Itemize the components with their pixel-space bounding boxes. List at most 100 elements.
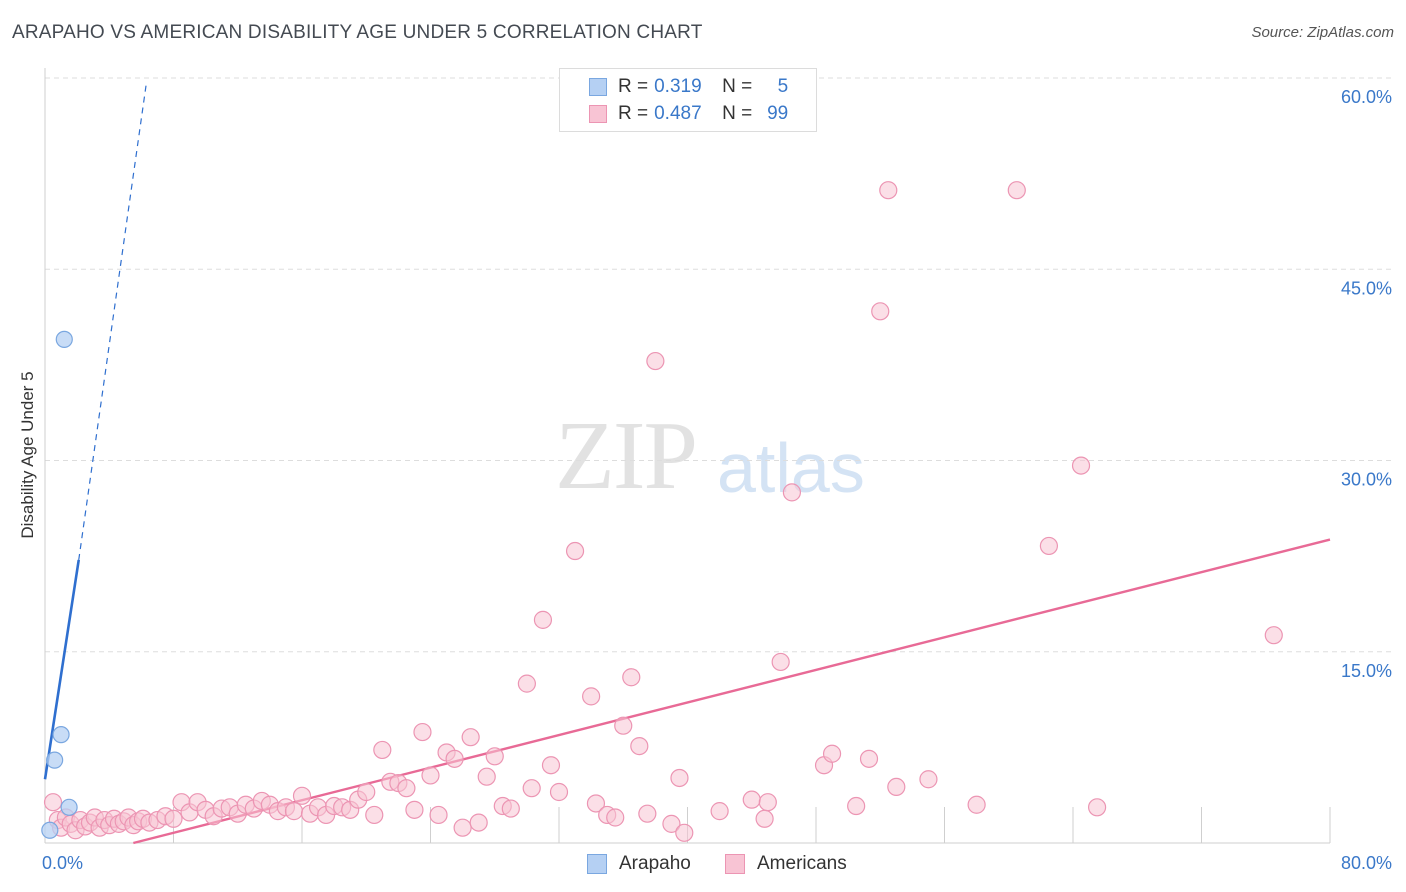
americans-trend-line (133, 538, 1331, 845)
americans-point (771, 652, 790, 672)
americans-point (670, 768, 689, 788)
americans-point (445, 749, 464, 768)
americans-point (1087, 798, 1107, 817)
legend-label-americans: Americans (757, 853, 847, 874)
legend-r-label: R = (618, 103, 649, 124)
y-tick-label: 15.0% (1341, 661, 1392, 681)
americans-point (646, 351, 665, 371)
correlation-legend: R = 0.319 N = 5 R = 0.487 N = 99 (559, 68, 817, 132)
americans-point (453, 818, 472, 837)
americans-point (501, 799, 520, 818)
chart-title: ARAPAHO VS AMERICAN DISABILITY AGE UNDER… (12, 22, 703, 43)
americans-point (859, 749, 879, 768)
americans-point (413, 722, 432, 742)
arapaho-point (55, 330, 73, 348)
arapaho-point (60, 798, 78, 816)
watermark-zip: ZIP (555, 402, 698, 510)
americans-point (522, 779, 541, 798)
arapaho-legend-swatch (587, 854, 607, 874)
trend-lines (43, 84, 1331, 845)
americans-point (622, 668, 641, 687)
americans-point (614, 716, 633, 735)
tick-labels: 15.0% 30.0% 45.0% 60.0% 0.0% 80.0% (42, 87, 1392, 873)
americans-point (879, 181, 898, 200)
americans-point (675, 823, 694, 842)
americans-point (582, 687, 601, 706)
americans-point (758, 793, 777, 812)
grid-lines (45, 77, 1392, 653)
legend-n-label: N = (722, 76, 753, 97)
y-tick-label: 60.0% (1341, 87, 1392, 107)
americans-point (549, 782, 569, 802)
watermark: ZIP atlas (555, 400, 895, 510)
axes (44, 68, 1331, 844)
americans-point (421, 766, 440, 785)
y-tick-label: 45.0% (1341, 278, 1392, 298)
americans-point (397, 779, 416, 798)
legend-r-label: R = (618, 76, 649, 97)
americans-point (164, 809, 183, 828)
americans-point (1007, 181, 1026, 200)
americans-point (469, 813, 488, 832)
americans-point (755, 809, 774, 828)
americans-point (847, 796, 866, 816)
legend-row-arapaho: R = 0.319 N = 5 (560, 73, 788, 101)
americans-point (742, 790, 761, 809)
arapaho-trend-line-extended (78, 84, 147, 561)
legend-n-label: N = (722, 103, 753, 124)
americans-point (292, 786, 312, 805)
americans-point (638, 804, 657, 823)
americans-point (919, 770, 938, 789)
americans-point (533, 610, 553, 629)
legend-n-value: 5 (777, 76, 789, 97)
americans-point (871, 302, 890, 321)
legend-r-value: 0.487 (654, 103, 702, 124)
series-legend: Arapaho Americans (0, 850, 1406, 878)
americans-point (405, 800, 424, 819)
americans-swatch (589, 105, 607, 123)
americans-point (429, 805, 448, 825)
y-tick-label: 30.0% (1341, 470, 1392, 490)
source-label: Source: ZipAtlas.com (1251, 24, 1394, 41)
americans-point (43, 793, 63, 812)
americans-point (485, 747, 504, 766)
x-tick-label: 80.0% (1341, 853, 1392, 873)
americans-point (1264, 626, 1283, 645)
americans-point (606, 808, 625, 827)
arapaho-point (41, 821, 59, 839)
americans-points (43, 181, 1283, 842)
arapaho-swatch (589, 78, 607, 96)
legend-item-americans: Americans (725, 853, 847, 875)
arapaho-point (46, 751, 64, 769)
americans-point (284, 802, 304, 821)
americans-point (565, 541, 585, 561)
americans-point (710, 802, 729, 821)
americans-point (630, 736, 649, 756)
americans-point (967, 795, 986, 814)
americans-point (357, 782, 376, 802)
legend-item-arapaho: Arapaho (587, 853, 691, 875)
arapaho-point (52, 726, 70, 744)
americans-point (662, 814, 681, 833)
americans-point (517, 674, 536, 693)
legend-r-value: 0.319 (654, 76, 702, 97)
americans-point (1071, 456, 1091, 475)
arapaho-points (41, 330, 78, 839)
arapaho-trend-line (43, 559, 81, 780)
americans-point (1039, 536, 1059, 556)
americans-point (822, 744, 842, 763)
legend-row-americans: R = 0.487 N = 99 (560, 100, 788, 128)
americans-point (586, 794, 606, 813)
americans-legend-swatch (725, 854, 745, 874)
americans-point (541, 756, 561, 775)
legend-n-value: 99 (767, 103, 789, 124)
americans-point (782, 483, 802, 502)
americans-point (887, 777, 906, 797)
x-tick-label: 0.0% (42, 853, 83, 873)
americans-point (373, 740, 392, 760)
legend-label-arapaho: Arapaho (619, 853, 691, 874)
americans-point (461, 728, 480, 747)
americans-point (477, 767, 496, 786)
americans-point (365, 805, 384, 825)
